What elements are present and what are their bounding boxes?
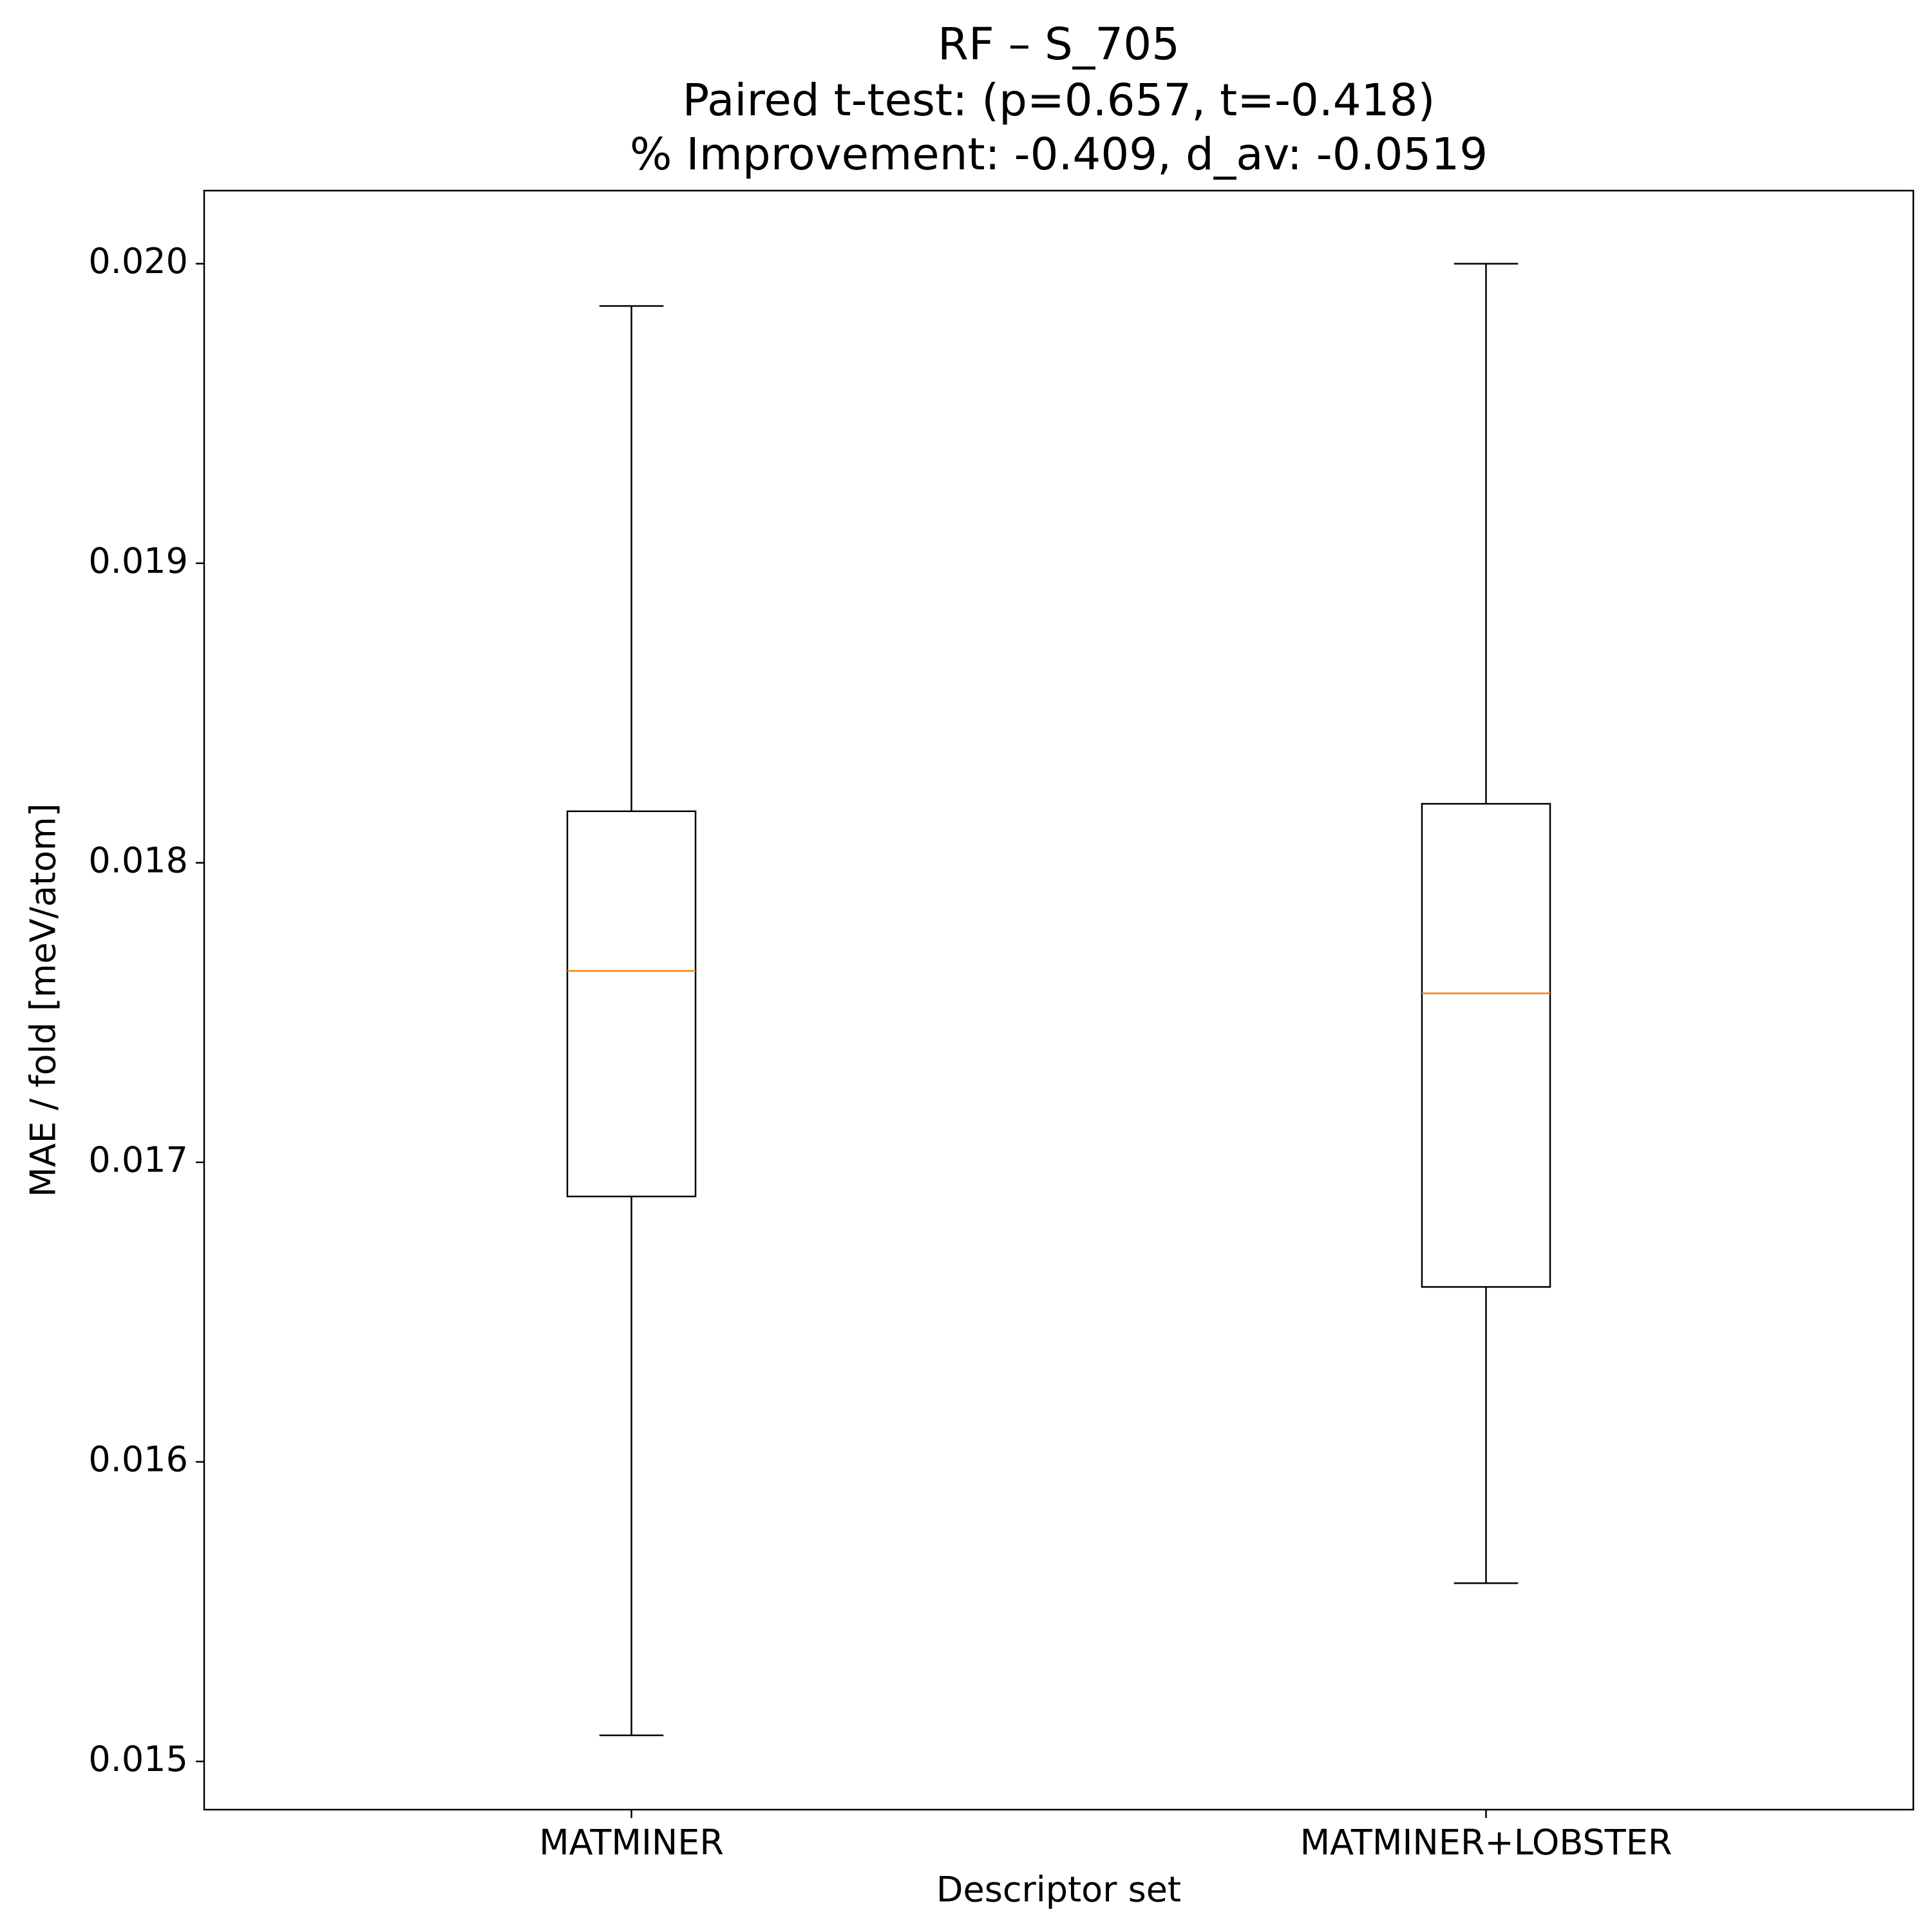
y-tick-label: 0.020 [88,241,188,281]
box [1421,802,1551,1288]
y-axis-label: MAE / fold [meV/atom] [23,803,64,1197]
y-tick-label: 0.019 [88,540,188,581]
x-axis-label: Descriptor set [936,1870,1181,1910]
y-tick-label: 0.017 [88,1140,188,1180]
box [566,810,697,1198]
chart-subtitle: % Improvement: -0.409, d_av: -0.0519 [630,129,1488,180]
y-tick-label: 0.018 [88,840,188,880]
x-tick-label: MATMINER [539,1823,724,1863]
chart-title: RF – S_705 [938,19,1180,70]
plot-frame [203,189,1915,1811]
chart-subtitle: Paired t-test: (p=0.657, t=-0.418) [683,75,1435,126]
y-tick-label: 0.016 [88,1439,188,1480]
x-tick-label: MATMINER+LOBSTER [1300,1823,1672,1863]
y-tick-label: 0.015 [88,1739,188,1779]
